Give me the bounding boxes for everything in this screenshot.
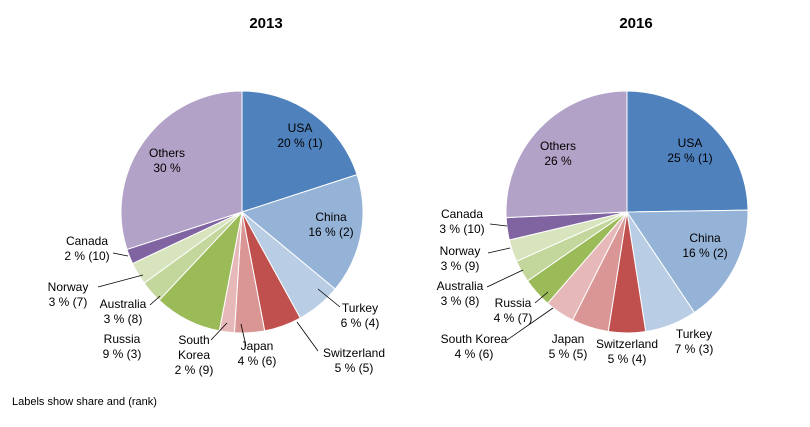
data-label-russia: Russia 4 % (7) — [494, 296, 533, 325]
leader-line-turkey — [317, 288, 341, 308]
data-label-others: Others 26 % — [540, 139, 576, 168]
data-label-norway: Norway 3 % (9) — [440, 244, 481, 273]
data-label-others: Others 30 % — [149, 146, 185, 175]
pie-slice-china — [626, 209, 749, 314]
leader-line-japan — [240, 323, 247, 347]
leader-line-norway — [97, 274, 144, 288]
pie-slice-usa — [241, 90, 358, 213]
data-label-switzerland: Switzerland 5 % (4) — [596, 337, 658, 366]
footnote: Labels show share and (rank) — [12, 396, 157, 408]
chart-title: 2013 — [249, 15, 282, 32]
leader-line-south-korea — [506, 307, 554, 341]
data-label-turkey: Turkey 6 % (4) — [341, 301, 380, 330]
data-label-russia: Russia 9 % (3) — [103, 332, 142, 361]
leader-line-canada — [489, 223, 508, 227]
data-label-usa: USA 20 % (1) — [277, 121, 322, 150]
leader-line-south-korea — [210, 322, 228, 341]
data-label-norway: Norway 3 % (7) — [48, 280, 89, 309]
pie-slice-others — [120, 90, 243, 251]
leader-line-norway — [487, 247, 511, 254]
pie-chart-2013: 2013 USA 20 % (1) China 16 % (2) Turkey 6 % (4… — [48, 15, 385, 377]
data-label-australia: Australia 3 % (8) — [437, 279, 484, 308]
data-label-south-korea: South Korea 2 % (9) — [175, 333, 214, 377]
data-label-japan: Japan 4 % (6) — [238, 339, 277, 368]
data-label-usa: USA 25 % (1) — [667, 136, 712, 165]
leader-line-canada — [112, 252, 129, 257]
data-label-japan: Japan 5 % (5) — [549, 332, 588, 361]
leader-line-australia — [486, 269, 524, 288]
leader-line-australia — [149, 295, 161, 306]
leader-line-switzerland — [296, 321, 319, 352]
data-label-china: China 16 % (2) — [308, 210, 353, 239]
data-label-australia: Australia 3 % (8) — [100, 297, 147, 326]
pie-slice-others — [505, 90, 628, 219]
data-label-canada: Canada 3 % (10) — [439, 207, 484, 236]
data-label-canada: Canada 2 % (10) — [64, 234, 109, 263]
pie-slice-usa — [626, 90, 749, 213]
pie-chart-2016: 2016 USA 25 % (1) China 16 % (2) Turkey 7 % (3… — [437, 15, 749, 366]
pie-slice-china — [240, 173, 364, 290]
data-label-south-korea: South Korea 4 % (6) — [441, 332, 508, 361]
chart-title: 2016 — [619, 15, 652, 32]
leader-line-russia — [534, 291, 549, 304]
data-label-turkey: Turkey 7 % (3) — [675, 327, 714, 356]
data-label-switzerland: Switzerland 5 % (5) — [323, 346, 385, 375]
data-label-china: China 16 % (2) — [682, 231, 727, 260]
